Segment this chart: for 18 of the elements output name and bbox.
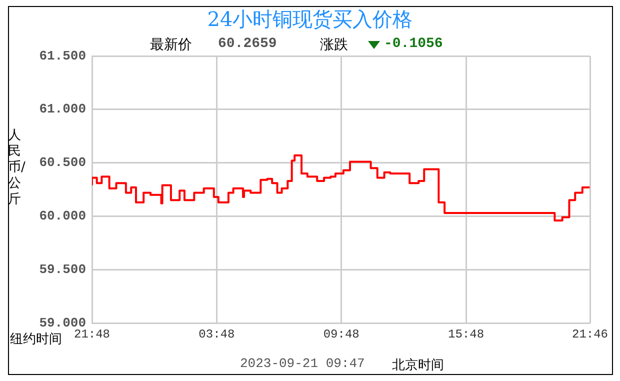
text: 最新价 <box>150 36 192 54</box>
y-tick-label: 61.500 <box>39 48 86 64</box>
text: 60.2659 <box>218 36 277 52</box>
y-tick-label: 61.000 <box>39 102 86 117</box>
text: -0.1056 <box>384 36 443 52</box>
y-axis-title: 人民币/公斤 <box>8 128 26 208</box>
x-tick-label: 21:46 <box>572 327 608 342</box>
y-tick-label: 60.000 <box>39 208 86 224</box>
x-axis-title: 纽约时间 <box>10 331 62 348</box>
text: 涨跌 <box>320 36 348 54</box>
text: 2023-09-21 09:47 <box>240 356 365 371</box>
y-tick-label: 60.500 <box>39 155 86 170</box>
x-tick-label: 09:48 <box>323 327 360 342</box>
x-tick-label: 03:48 <box>198 327 235 342</box>
y-tick-label: 59.500 <box>39 262 86 277</box>
chart-title: 24小时铜现货买入价格 <box>206 6 414 33</box>
x-tick-label: 15:48 <box>448 327 484 342</box>
text: 北京时间 <box>392 357 444 374</box>
